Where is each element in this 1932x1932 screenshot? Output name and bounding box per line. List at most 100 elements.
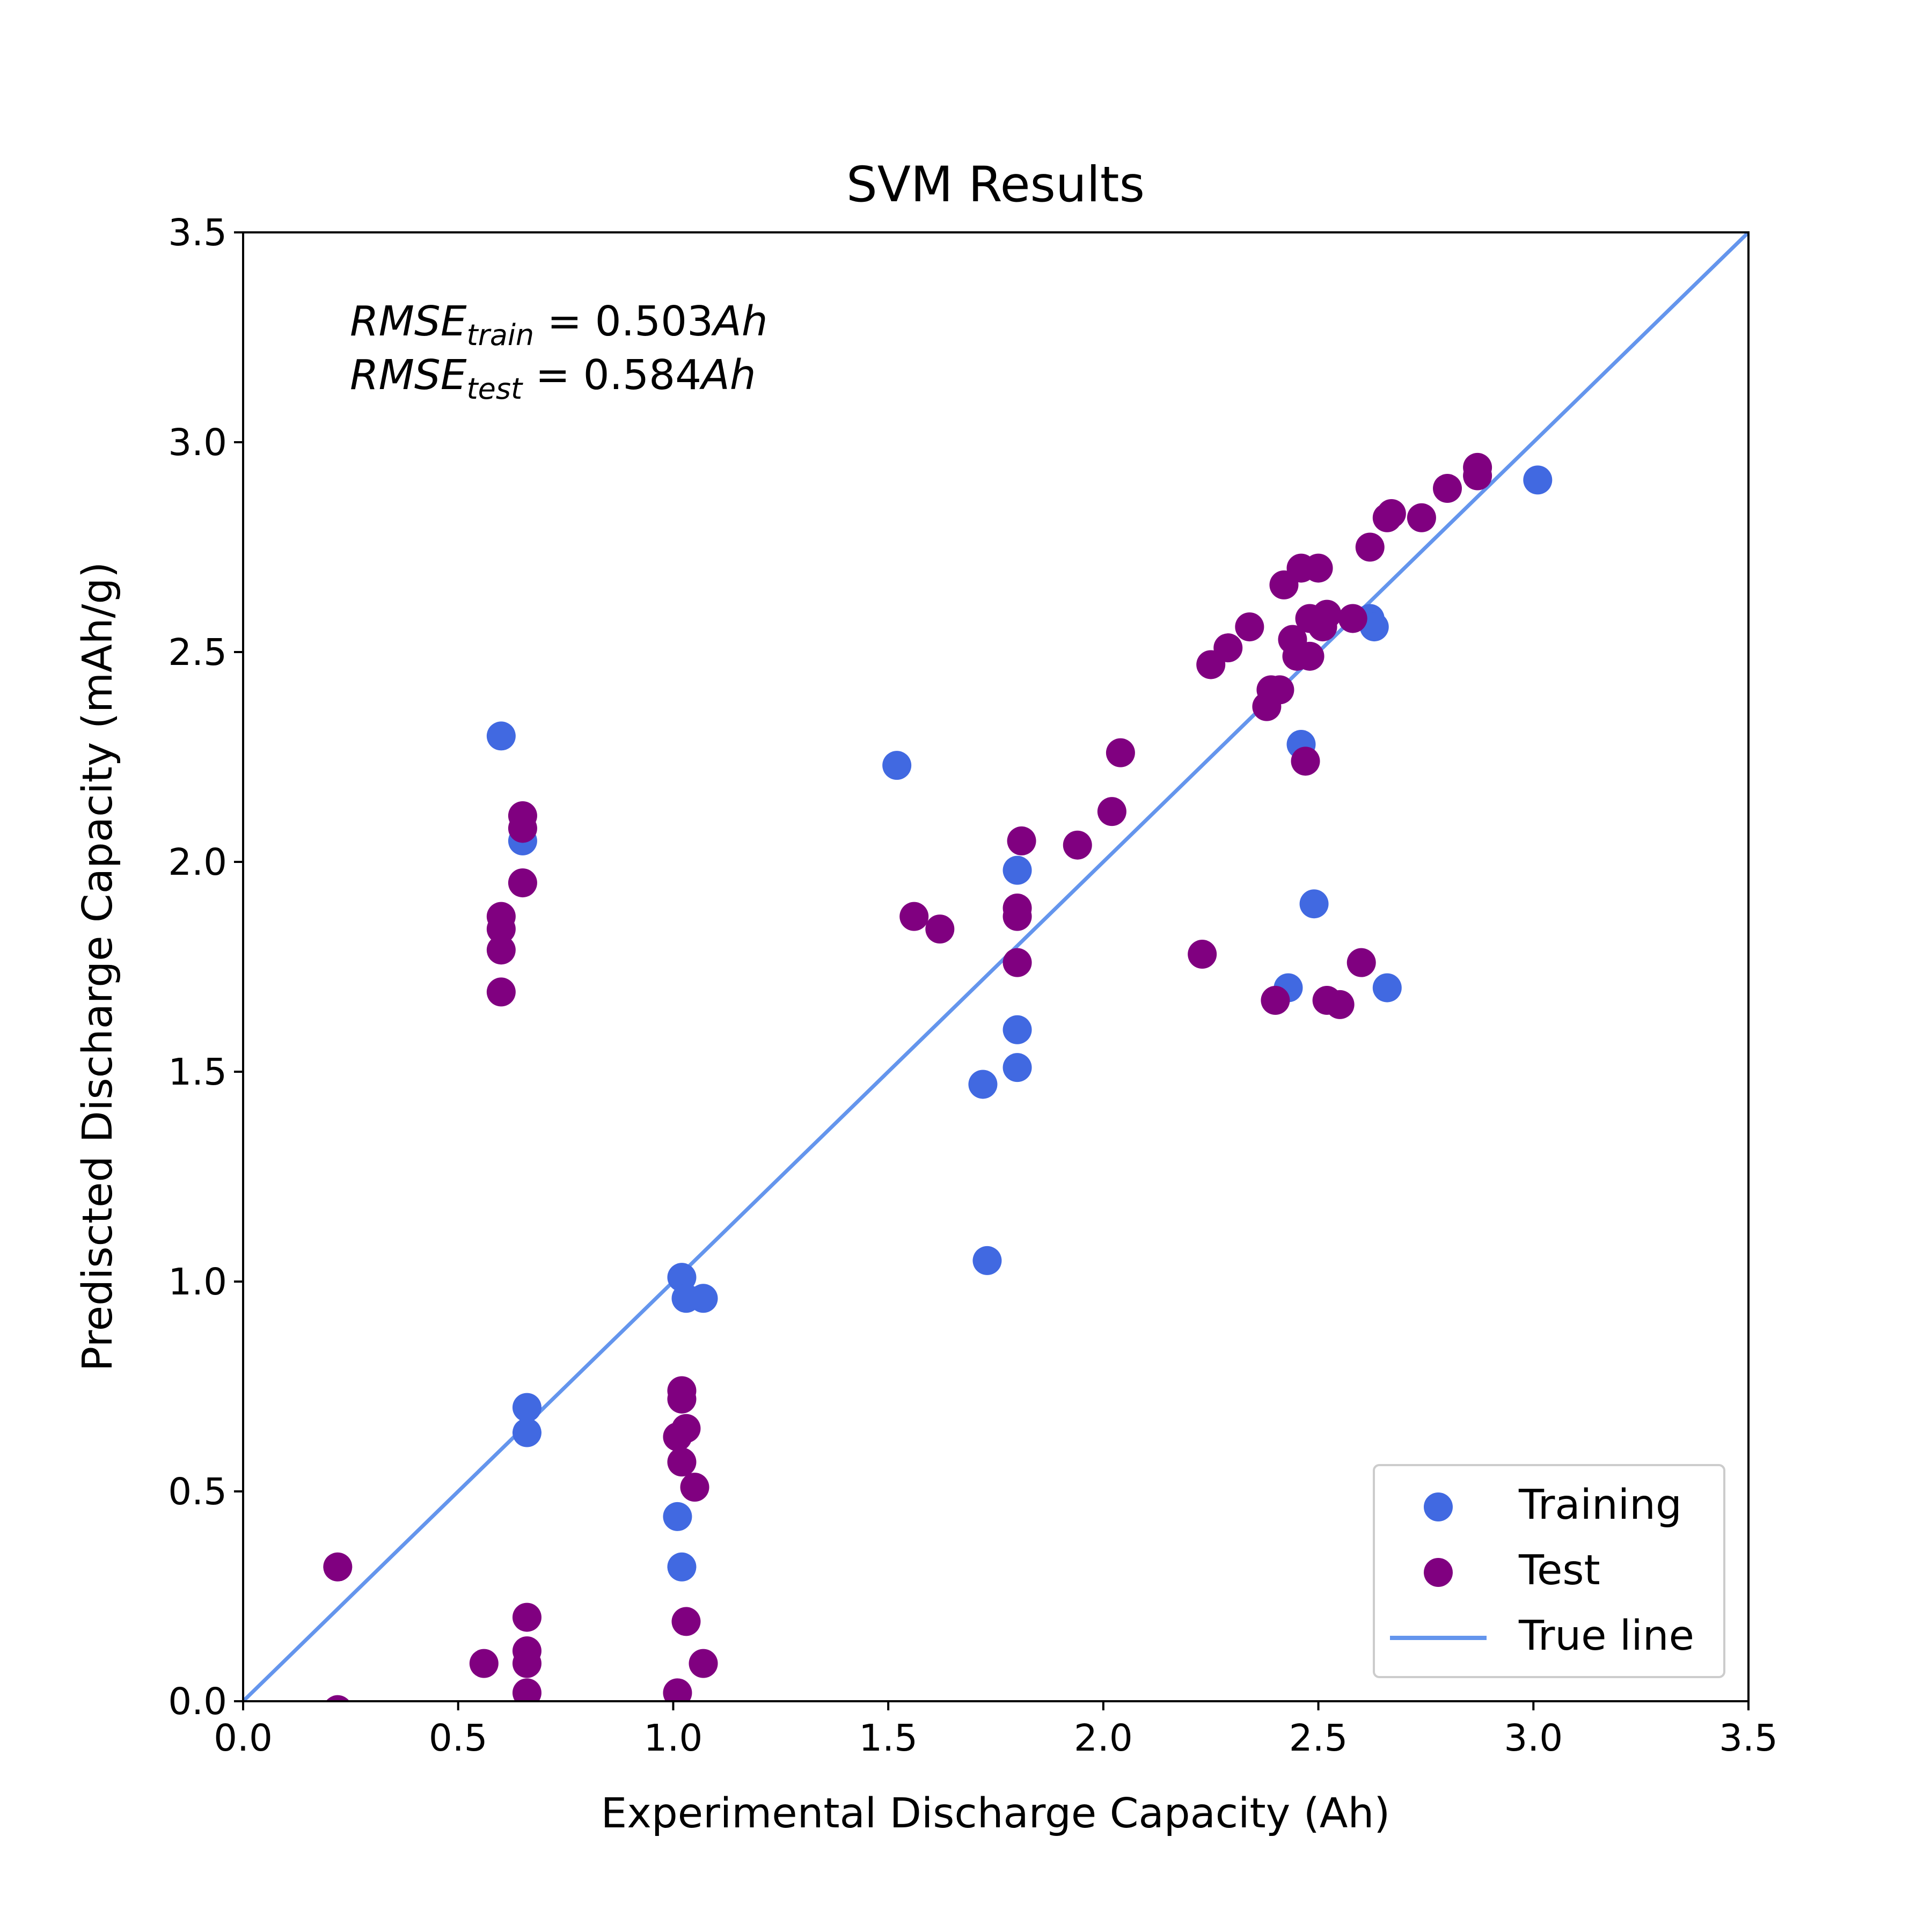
y-tick-label-5: 2.5: [168, 631, 227, 674]
legend-label-test: Test: [1518, 1547, 1600, 1594]
test-point-32: [1188, 940, 1217, 969]
test-point-10: [512, 1602, 541, 1632]
training-point-12: [1002, 855, 1032, 885]
legend-label-true-line: True line: [1518, 1612, 1694, 1660]
rmse-train-subscript: train: [466, 318, 534, 352]
test-point-51: [1325, 990, 1355, 1019]
training-point-5: [667, 1552, 697, 1582]
test-point-4: [486, 914, 516, 944]
test-point-26: [1002, 902, 1032, 931]
x-tick-label-2: 1.0: [644, 1717, 703, 1760]
x-tick-label-4: 2.0: [1074, 1717, 1133, 1760]
x-tick-label-3: 1.5: [859, 1717, 918, 1760]
rmse-test-subscript: test: [466, 372, 523, 406]
test-point-35: [1235, 612, 1264, 642]
y-tick-label-4: 2.0: [168, 841, 227, 884]
legend-label-training: Training: [1518, 1481, 1682, 1529]
rmse-train-prefix: RMSE: [350, 298, 467, 346]
training-point-17: [1299, 889, 1329, 919]
y-axis-label: Prediscted Discharge Capacity (mAh/g): [74, 562, 122, 1372]
test-point-2: [469, 1649, 499, 1678]
test-point-15: [663, 1678, 692, 1701]
test-point-34: [1213, 633, 1243, 663]
y-tick-label-6: 3.0: [168, 421, 227, 464]
rmse-train-value: = 0.503: [534, 298, 713, 346]
training-point-8: [689, 1284, 718, 1313]
test-point-44: [1291, 747, 1320, 776]
x-tick-label-6: 3.0: [1504, 1717, 1563, 1760]
test-point-5: [486, 935, 516, 965]
training-point-3: [512, 1418, 541, 1447]
y-tick-label-2: 1.0: [168, 1261, 227, 1304]
test-point-1: [326, 1695, 350, 1701]
training-point-4: [663, 1502, 692, 1531]
test-point-56: [1377, 499, 1406, 528]
x-tick-label-5: 2.5: [1289, 1717, 1348, 1760]
legend-marker-training: [1424, 1492, 1453, 1521]
test-point-29: [1063, 830, 1092, 860]
training-point-13: [1002, 1015, 1032, 1044]
test-point-49: [1312, 599, 1342, 629]
test-point-13: [512, 1678, 541, 1701]
y-tick-label-1: 0.5: [168, 1470, 227, 1513]
test-point-22: [689, 1649, 718, 1678]
test-point-23: [899, 902, 929, 931]
test-point-57: [1407, 503, 1436, 532]
test-point-12: [512, 1649, 541, 1678]
rmse-test-prefix: RMSE: [350, 352, 467, 399]
test-point-24: [925, 914, 955, 944]
training-point-10: [968, 1070, 998, 1099]
points-layer: [323, 452, 1553, 1701]
test-point-0: [323, 1552, 353, 1582]
test-point-39: [1265, 675, 1294, 705]
legend-box: [1373, 1464, 1725, 1678]
test-point-38: [1261, 986, 1290, 1015]
test-point-21: [680, 1473, 709, 1502]
test-point-19: [671, 1414, 701, 1443]
y-tick-label-7: 3.5: [168, 211, 227, 254]
x-axis-label: Experimental Discharge Capacity (Ah): [601, 1790, 1391, 1838]
training-point-0: [486, 721, 516, 751]
training-point-21: [1523, 465, 1553, 495]
test-point-17: [667, 1384, 697, 1414]
test-point-54: [1355, 532, 1385, 562]
legend-marker-test: [1424, 1558, 1453, 1587]
plot-frame: [242, 231, 1750, 1702]
rmse-train-unit: Ah: [711, 298, 767, 346]
rmse-test-unit: Ah: [699, 352, 756, 399]
test-point-28: [1007, 826, 1036, 855]
training-point-14: [1002, 1053, 1032, 1082]
test-point-30: [1097, 797, 1126, 826]
legend: Training Test True line: [1373, 1464, 1725, 1678]
chart-title: SVM Results: [846, 157, 1145, 213]
test-point-58: [1433, 474, 1462, 503]
test-point-60: [1463, 452, 1492, 482]
training-point-20: [1372, 973, 1402, 1002]
ticks-layer: 0.0 0.5 1.0 1.5 2.0 2.5 3.0 3.5 0.0 0.5 1.0 1.5 2.0 2…: [168, 211, 1778, 1760]
x-tick-label-1: 0.5: [429, 1717, 488, 1760]
test-point-53: [1346, 948, 1376, 977]
x-tick-label-0: 0.0: [214, 1717, 273, 1760]
test-point-46: [1295, 641, 1324, 671]
test-point-8: [508, 814, 537, 843]
y-tick-label-0: 0.0: [168, 1680, 227, 1723]
rmse-test-annotation: RMSEtest = 0.584Ah: [350, 352, 756, 406]
test-point-20: [671, 1607, 701, 1636]
y-tick-label-3: 1.5: [168, 1051, 227, 1094]
test-point-6: [486, 977, 516, 1007]
rmse-test-value: = 0.584: [522, 352, 701, 399]
rmse-train-annotation: RMSEtrain = 0.503Ah: [350, 298, 768, 352]
training-point-9: [882, 751, 912, 780]
test-point-18: [667, 1447, 697, 1477]
true-line-layer: [243, 232, 1748, 1701]
training-point-2: [512, 1393, 541, 1422]
x-tick-label-7: 3.5: [1719, 1717, 1778, 1760]
test-point-27: [1002, 948, 1032, 977]
test-point-31: [1106, 738, 1135, 767]
training-point-11: [972, 1246, 1002, 1275]
true-line-series-line: [243, 232, 1748, 1701]
test-point-47: [1304, 553, 1333, 583]
test-point-9: [508, 868, 537, 898]
test-point-52: [1338, 604, 1367, 633]
